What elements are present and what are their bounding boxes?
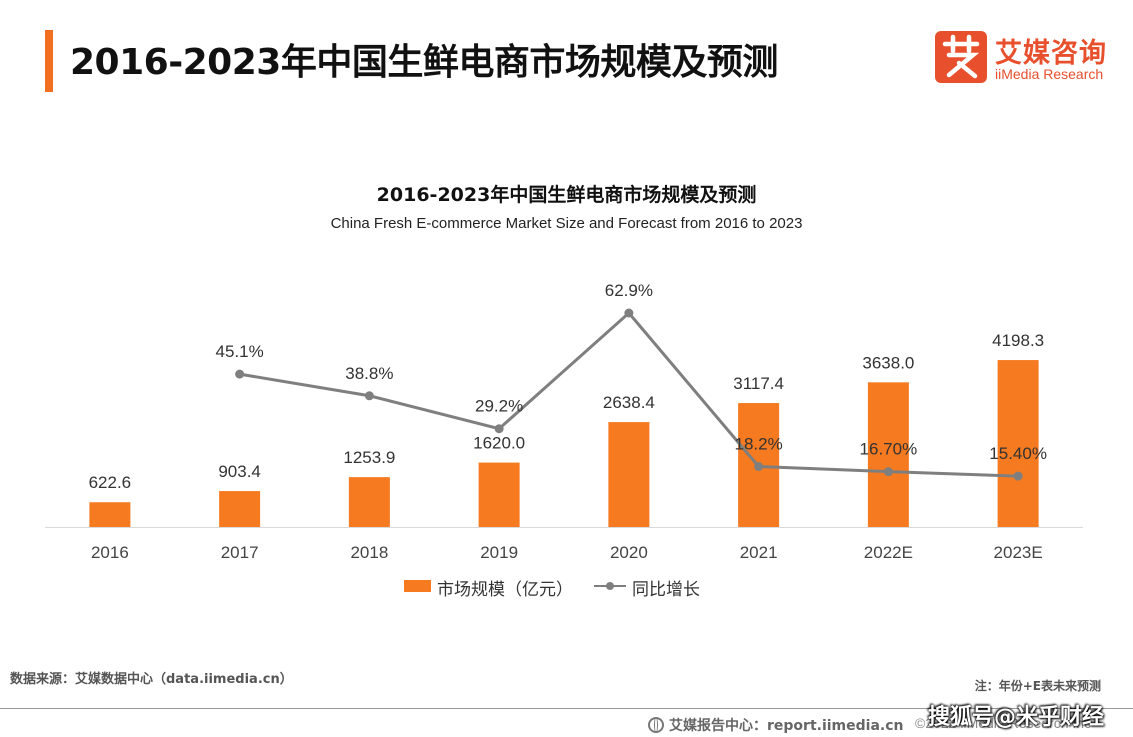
x-tick-label: 2021 <box>740 543 778 562</box>
x-tick-label: 2023E <box>994 543 1043 562</box>
growth-value-label: 15.40% <box>989 444 1047 463</box>
bar-2016 <box>89 502 131 527</box>
growth-value-label: 16.70% <box>860 440 918 459</box>
watermark: 搜狐号@米乎财经 <box>928 705 1105 730</box>
data-source: 数据来源：艾媒数据中心（data.iimedia.cn） <box>10 672 293 687</box>
growth-value-label: 62.9% <box>605 281 653 300</box>
growth-point <box>494 424 504 434</box>
growth-point <box>364 391 374 401</box>
bar-2022E <box>867 382 909 527</box>
bar-2019 <box>478 462 520 527</box>
growth-value-label: 18.2% <box>735 435 783 454</box>
legend-label-growth: 同比增长 <box>632 580 700 600</box>
x-tick-label: 2018 <box>350 543 388 562</box>
bar-value-label: 903.4 <box>218 462 261 481</box>
growth-value-label: 45.1% <box>216 342 264 361</box>
footer-report-text: 艾媒报告中心：report.iimedia.cn <box>669 718 904 734</box>
x-tick-label: 2019 <box>480 543 518 562</box>
forecast-note: 注：年份+E表未来预测 <box>974 679 1101 693</box>
bar-2020 <box>608 422 650 527</box>
bar-value-label: 1253.9 <box>343 448 395 467</box>
bar-value-label: 3117.4 <box>733 374 784 393</box>
bar-value-label: 1620.0 <box>473 434 525 453</box>
x-tick-label: 2020 <box>610 543 648 562</box>
bar-value-label: 622.6 <box>89 473 132 492</box>
growth-point <box>624 308 634 318</box>
chart-subtitle: China Fresh E-commerce Market Size and F… <box>330 215 803 232</box>
growth-point <box>883 467 893 477</box>
bar-2023E <box>997 360 1039 527</box>
growth-value-label: 38.8% <box>345 364 393 383</box>
legend-line-dot <box>606 582 614 590</box>
iimedia-logo: 艾媒咨询 iiMedia Research <box>935 31 1115 87</box>
bar-value-label: 2638.4 <box>603 393 655 412</box>
logo-name-cn: 艾媒咨询 <box>995 38 1107 69</box>
title-accent-bar <box>45 30 53 92</box>
bar-value-label: 3638.0 <box>862 353 914 372</box>
logo-name-en: iiMedia Research <box>995 66 1104 82</box>
footer-divider <box>0 708 1133 709</box>
bar-value-label: 4198.3 <box>992 331 1044 350</box>
growth-point <box>1013 471 1023 481</box>
logo-mark-icon <box>935 31 987 83</box>
bar-2017 <box>219 491 261 527</box>
x-tick-label: 2022E <box>864 543 913 562</box>
footer-copyright: ©2022 iiMedia Research Inc <box>915 715 1092 731</box>
growth-point <box>235 369 245 379</box>
globe-icon <box>648 717 664 733</box>
legend-label-market-size: 市场规模（亿元） <box>437 580 573 600</box>
growth-point <box>754 462 764 472</box>
chart-title: 2016-2023年中国生鲜电商市场规模及预测 <box>376 184 757 206</box>
x-tick-label: 2017 <box>221 543 259 562</box>
bar-2018 <box>348 477 390 527</box>
x-tick-label: 2016 <box>91 543 129 562</box>
growth-value-label: 29.2% <box>475 397 523 416</box>
legend-bar-swatch <box>404 580 431 592</box>
page-title: 2016-2023年中国生鲜电商市场规模及预测 <box>70 42 778 83</box>
footer-report: 艾媒报告中心：report.iimedia.cn <box>648 715 904 735</box>
